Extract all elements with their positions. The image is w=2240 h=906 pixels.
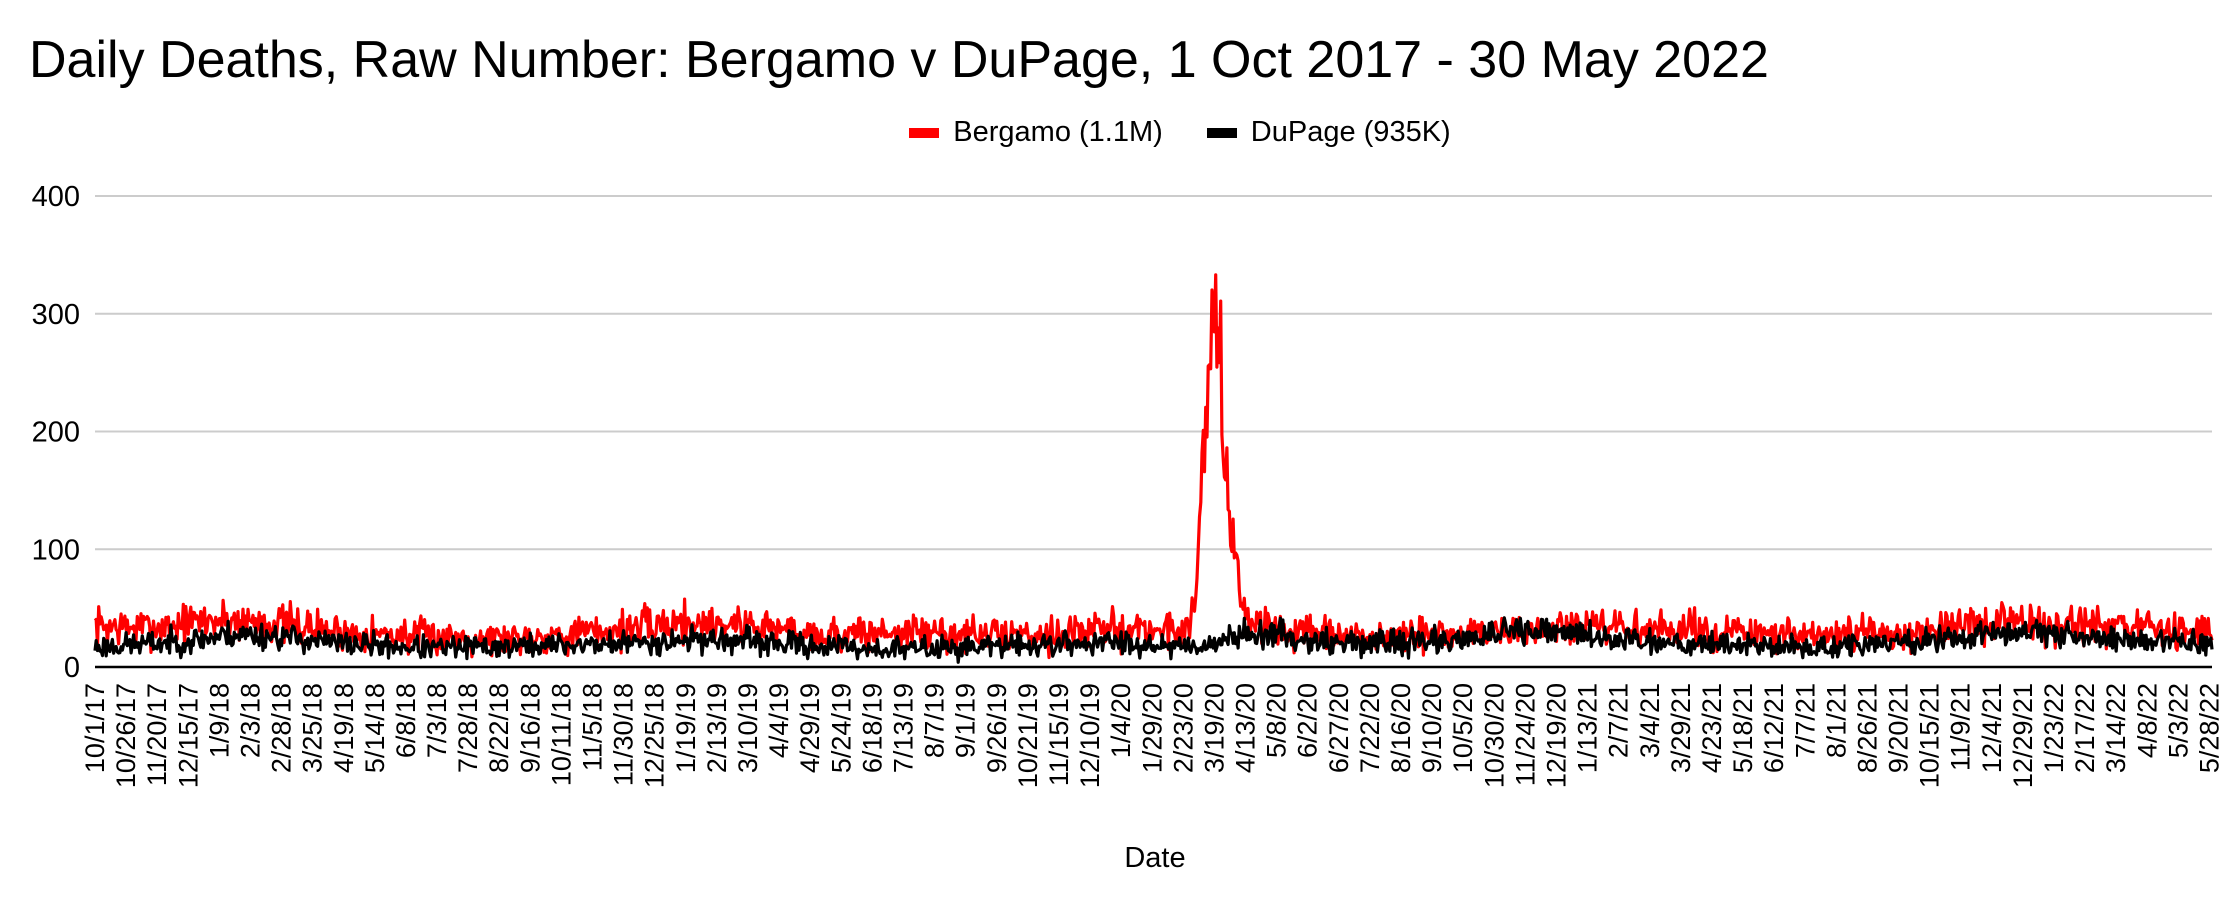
x-tick-label: 11/20/17 (142, 683, 172, 786)
x-tick-label: 3/4/21 (1635, 683, 1665, 758)
series-line-dupage (93, 616, 2214, 664)
x-tick-label: 7/22/20 (1355, 683, 1385, 773)
x-tick-label: 9/1/19 (951, 683, 981, 758)
x-tick-label: 3/10/19 (733, 683, 763, 773)
x-tick-label: 8/7/19 (920, 683, 950, 758)
x-tick-label: 1/23/22 (2039, 683, 2069, 773)
x-axis-title: Date (1124, 842, 1186, 874)
x-tick-label: 10/1/17 (80, 683, 110, 773)
x-tick-label: 5/3/22 (2163, 683, 2193, 758)
x-tick-label: 3/25/18 (298, 683, 328, 773)
x-axis-ticks: 10/1/17 10/26/17 11/20/17 12/15/17 1/9/18 2/3… (80, 683, 2225, 788)
legend-item-bergamo[interactable]: Bergamo (1.1M) (909, 116, 1163, 149)
x-tick-label: 6/18/19 (857, 683, 887, 773)
x-tick-label: 3/29/21 (1666, 683, 1696, 773)
x-tick-label: 10/15/21 (1915, 683, 1945, 788)
y-tick-label: 300 (32, 299, 80, 331)
legend-label-dupage: DuPage (935K) (1250, 116, 1451, 148)
x-tick-label: 7/13/19 (889, 683, 919, 773)
x-tick-label: 12/15/17 (173, 683, 203, 788)
x-tick-label: 1/9/18 (204, 683, 234, 758)
x-tick-label: 4/19/18 (329, 683, 359, 773)
x-tick-label: 2/3/18 (236, 683, 266, 758)
x-tick-label: 1/29/20 (1137, 683, 1167, 773)
x-tick-label: 2/13/19 (702, 683, 732, 773)
chart-title: Daily Deaths, Raw Number: Bergamo v DuPa… (29, 31, 1769, 89)
legend-swatch-bergamo (909, 127, 940, 138)
x-tick-label: 7/3/18 (422, 683, 452, 758)
x-tick-label: 12/25/18 (640, 683, 670, 788)
x-tick-label: 1/19/19 (671, 683, 701, 773)
y-tick-label: 200 (32, 417, 80, 449)
x-tick-label: 6/27/20 (1324, 683, 1354, 773)
x-tick-label: 6/2/20 (1293, 683, 1323, 758)
x-tick-label: 9/16/18 (515, 683, 545, 773)
x-tick-label: 11/9/21 (1946, 683, 1976, 771)
x-tick-label: 6/8/18 (391, 683, 421, 758)
x-tick-label: 1/13/21 (1573, 683, 1603, 773)
x-tick-label: 12/29/21 (2008, 683, 2038, 788)
x-tick-label: 9/26/19 (982, 683, 1012, 773)
x-tick-label: 11/15/19 (1044, 683, 1074, 786)
x-tick-label: 8/1/21 (1821, 683, 1851, 758)
x-tick-label: 8/26/21 (1853, 683, 1883, 773)
x-tick-label: 5/18/21 (1728, 683, 1758, 773)
x-tick-label: 4/8/22 (2132, 683, 2162, 758)
x-tick-label: 11/24/20 (1510, 683, 1540, 786)
x-tick-label: 4/29/19 (795, 683, 825, 773)
x-tick-label: 7/7/21 (1790, 683, 1820, 758)
series-line-bergamo (93, 273, 2214, 660)
x-tick-label: 2/7/21 (1604, 683, 1634, 758)
legend: Bergamo (1.1M) DuPage (935K) (0, 116, 2240, 149)
x-tick-label: 8/16/20 (1386, 683, 1416, 773)
legend-item-dupage[interactable]: DuPage (935K) (1206, 116, 1451, 149)
x-tick-label: 4/23/21 (1697, 683, 1727, 773)
x-tick-label: 9/20/21 (1884, 683, 1914, 773)
y-axis-ticks: 0 100 200 300 400 (32, 181, 80, 684)
x-tick-label: 10/5/20 (1448, 683, 1478, 773)
legend-swatch-dupage (1206, 127, 1237, 138)
x-tick-label: 4/4/19 (764, 683, 794, 758)
x-tick-label: 5/24/19 (826, 683, 856, 773)
x-tick-label: 2/28/18 (267, 683, 297, 773)
x-tick-label: 1/4/20 (1106, 683, 1136, 758)
y-tick-label: 0 (64, 652, 80, 684)
x-tick-label: 3/19/20 (1199, 683, 1229, 773)
x-tick-label: 10/30/20 (1479, 683, 1509, 788)
legend-label-bergamo: Bergamo (1.1M) (953, 116, 1163, 148)
series-layer (93, 273, 2214, 664)
x-tick-label: 9/10/20 (1417, 683, 1447, 773)
x-tick-label: 7/28/18 (453, 683, 483, 773)
x-tick-label: 12/4/21 (1977, 683, 2007, 773)
x-tick-label: 5/28/22 (2195, 683, 2225, 773)
x-tick-label: 6/12/21 (1759, 683, 1789, 773)
x-tick-label: 3/14/22 (2101, 683, 2131, 773)
y-tick-label: 100 (32, 534, 80, 566)
y-tick-label: 400 (32, 181, 80, 213)
x-tick-label: 12/10/19 (1075, 683, 1105, 788)
x-tick-label: 10/21/19 (1013, 683, 1043, 788)
x-tick-label: 11/30/18 (609, 683, 639, 786)
x-tick-label: 11/5/18 (578, 683, 608, 771)
x-tick-label: 2/17/22 (2070, 683, 2100, 773)
x-tick-label: 8/22/18 (484, 683, 514, 773)
x-tick-label: 10/26/17 (111, 683, 141, 788)
x-tick-label: 12/19/20 (1542, 683, 1572, 788)
x-tick-label: 2/23/20 (1168, 683, 1198, 773)
x-tick-label: 5/8/20 (1262, 683, 1292, 758)
x-tick-label: 4/13/20 (1231, 683, 1261, 773)
x-tick-label: 5/14/18 (360, 683, 390, 773)
grid-lines (95, 195, 2212, 551)
x-tick-label: 10/11/18 (546, 683, 576, 786)
